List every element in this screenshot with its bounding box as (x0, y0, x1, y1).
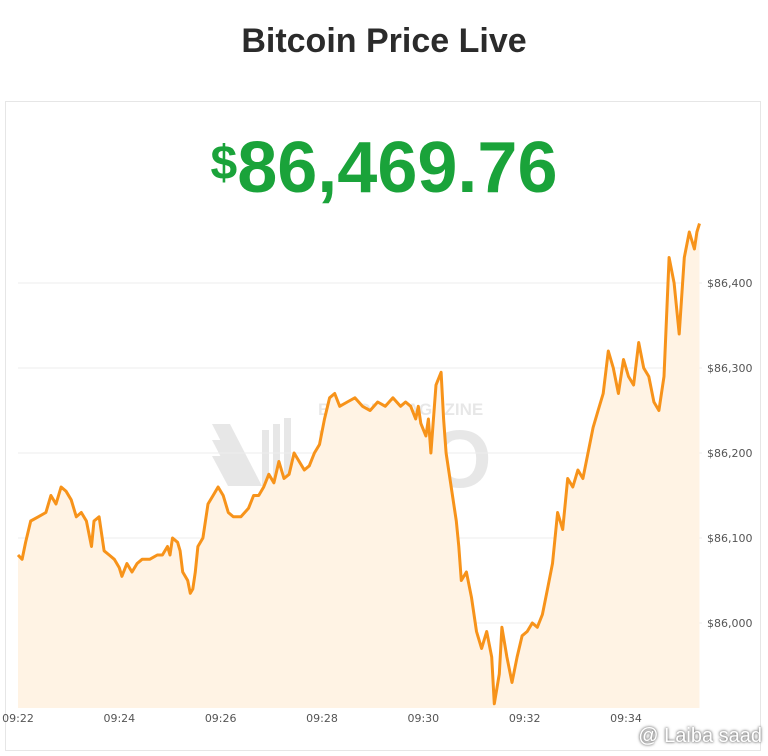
x-tick-label: 09:26 (205, 712, 237, 725)
x-tick-label: 09:30 (407, 712, 439, 725)
watermark-bars-icon (212, 418, 291, 486)
y-tick-label: $86,400 (707, 277, 753, 290)
y-axis-ticks: $86,000 $86,100 $86,200 $86,300 $86,400 (707, 277, 753, 630)
y-tick-label: $86,100 (707, 532, 753, 545)
currency-symbol: $ (210, 137, 238, 190)
price-value: 86,469.76 (237, 128, 558, 208)
x-tick-label: 09:24 (103, 712, 135, 725)
x-tick-label: 09:32 (509, 712, 541, 725)
x-tick-label: 09:28 (306, 712, 338, 725)
y-tick-label: $86,000 (707, 617, 753, 630)
x-tick-label: 09:34 (610, 712, 642, 725)
x-tick-label: 09:22 (2, 712, 34, 725)
y-tick-label: $86,200 (707, 447, 753, 460)
y-tick-label: $86,300 (707, 362, 753, 375)
x-axis-ticks: 09:22 09:24 09:26 09:28 09:30 09:32 09:34 (2, 712, 642, 725)
price-line (16, 223, 701, 706)
price-area (18, 223, 700, 708)
page-title: Bitcoin Price Live (241, 22, 527, 60)
credit-text: @ Laiba saad (638, 725, 762, 747)
live-price: $86,469.76 (0, 132, 768, 204)
